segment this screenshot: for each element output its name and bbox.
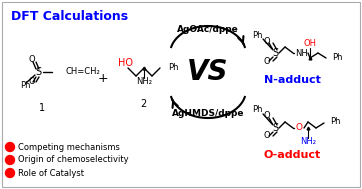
Text: Ph: Ph xyxy=(330,118,341,126)
Text: NH₂: NH₂ xyxy=(300,138,316,146)
Circle shape xyxy=(5,143,14,152)
Text: AgOAc/dppe: AgOAc/dppe xyxy=(177,26,239,35)
Text: DFT Calculations: DFT Calculations xyxy=(12,10,129,23)
Text: Ph: Ph xyxy=(168,64,178,73)
Text: O: O xyxy=(264,36,270,46)
Text: O-adduct: O-adduct xyxy=(264,150,321,160)
Text: O: O xyxy=(264,112,270,121)
Text: VS: VS xyxy=(187,58,229,86)
Text: O: O xyxy=(29,77,35,87)
Text: HO: HO xyxy=(118,58,133,68)
Text: +: + xyxy=(98,71,108,84)
Text: Ph: Ph xyxy=(20,81,30,90)
Text: NH₂: NH₂ xyxy=(136,77,152,87)
Text: S: S xyxy=(272,48,278,58)
Text: CH=CH₂: CH=CH₂ xyxy=(66,67,101,77)
Text: O: O xyxy=(29,54,35,64)
Text: O: O xyxy=(264,132,270,140)
Text: Competing mechanisms: Competing mechanisms xyxy=(18,143,120,152)
Circle shape xyxy=(5,169,14,177)
Text: Ph: Ph xyxy=(332,53,342,61)
Text: 2: 2 xyxy=(140,99,146,109)
Text: O: O xyxy=(264,57,270,66)
Text: O: O xyxy=(295,123,303,132)
Text: Ph: Ph xyxy=(252,105,262,115)
Text: 1: 1 xyxy=(39,103,45,113)
Text: OH: OH xyxy=(303,40,316,49)
Text: S: S xyxy=(272,123,278,133)
Circle shape xyxy=(5,156,14,164)
Text: Role of Catalyst: Role of Catalyst xyxy=(18,169,84,177)
Text: N-adduct: N-adduct xyxy=(264,75,320,85)
Text: NH: NH xyxy=(295,49,307,57)
Text: Origin of chemoselectivity: Origin of chemoselectivity xyxy=(18,156,129,164)
Text: AgHMDS/dppe: AgHMDS/dppe xyxy=(172,109,244,119)
Text: S: S xyxy=(35,67,41,77)
Text: Ph: Ph xyxy=(252,30,262,40)
